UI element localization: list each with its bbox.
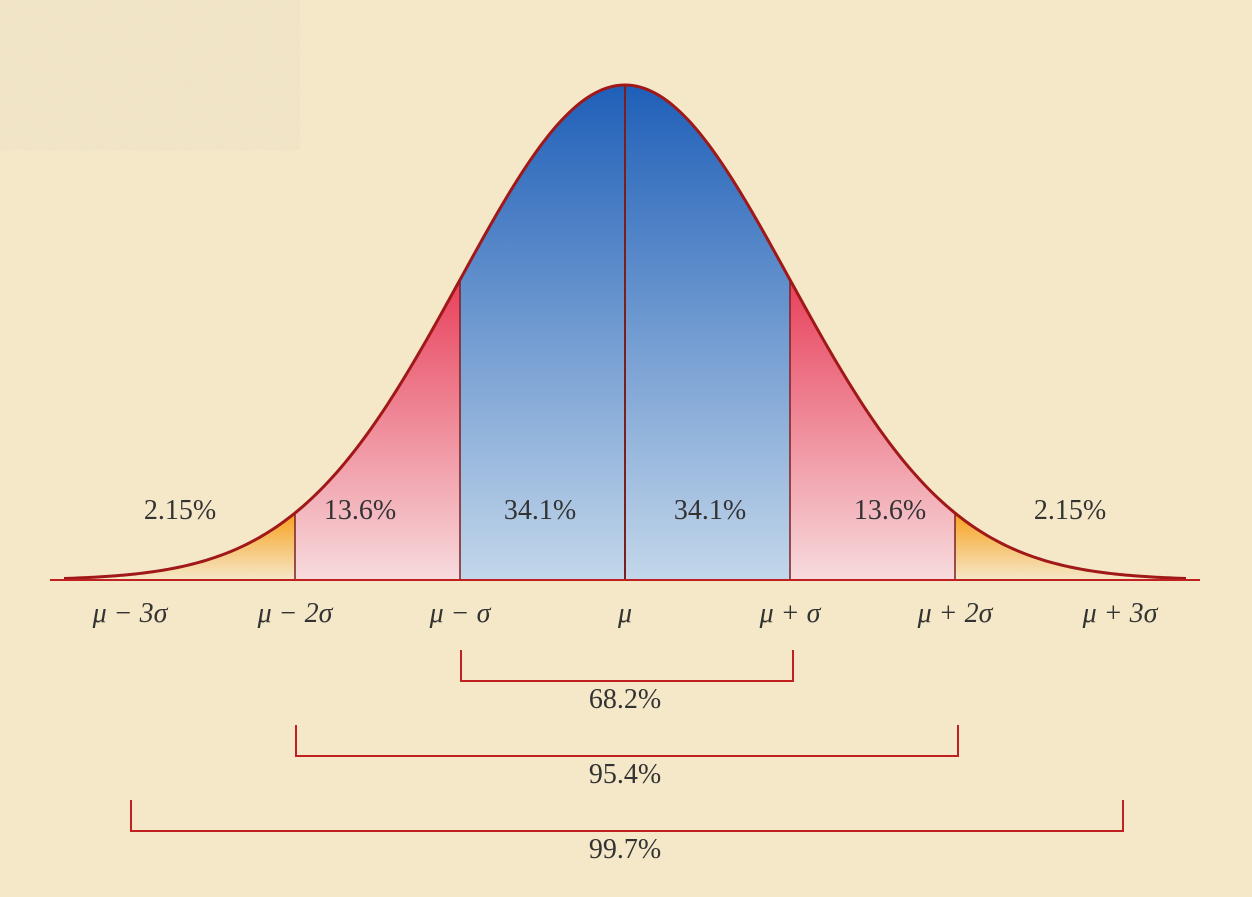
range-percent-label: 99.7% — [525, 834, 725, 866]
region-percent-label: 34.1% — [504, 495, 576, 527]
region-percent-label: 13.6% — [324, 495, 396, 527]
axis-tick-label: μ — [618, 598, 632, 630]
axis-tick-label: μ + 3σ — [1083, 598, 1158, 630]
normal-curve-svg — [50, 40, 1200, 600]
range-bracket — [295, 725, 959, 757]
range-bracket — [130, 800, 1124, 832]
region-percent-label: 34.1% — [674, 495, 746, 527]
chart-container: 2.15% 13.6% 34.1% 34.1% 13.6% 2.15% μ − 3σ μ −… — [50, 40, 1200, 860]
range-percent-label: 95.4% — [525, 759, 725, 791]
axis-tick-label: μ + σ — [760, 598, 821, 630]
axis-tick-label: μ − 2σ — [258, 598, 333, 630]
region-percent-label: 13.6% — [854, 495, 926, 527]
axis-tick-label: μ − σ — [430, 598, 491, 630]
region-percent-label: 2.15% — [144, 495, 216, 527]
region-percent-label: 2.15% — [1034, 495, 1106, 527]
range-bracket — [460, 650, 794, 682]
axis-tick-label: μ − 3σ — [93, 598, 168, 630]
axis-tick-label: μ + 2σ — [918, 598, 993, 630]
range-percent-label: 68.2% — [525, 684, 725, 716]
